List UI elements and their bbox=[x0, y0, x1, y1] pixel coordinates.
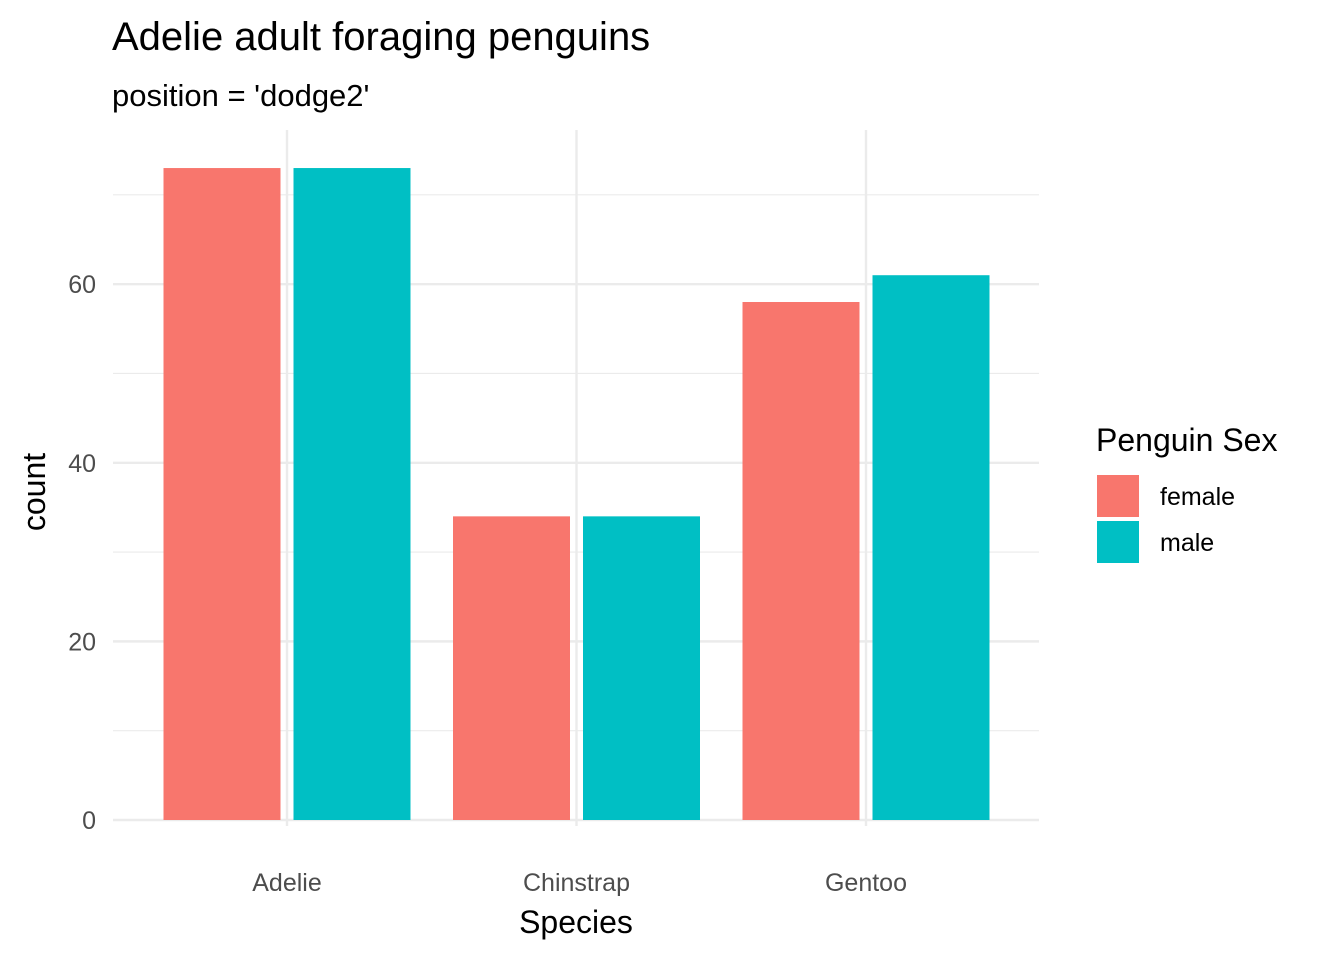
legend-label-female: female bbox=[1160, 483, 1235, 511]
bar-female-chinstrap bbox=[453, 516, 570, 820]
legend: Penguin Sex female male bbox=[1096, 422, 1277, 563]
y-tick-label: 20 bbox=[68, 628, 96, 656]
x-tick-label: Gentoo bbox=[825, 869, 907, 897]
legend-title: Penguin Sex bbox=[1096, 422, 1277, 458]
bar-male-adelie bbox=[293, 168, 411, 821]
bar-female-gentoo bbox=[742, 302, 860, 820]
bar-female-adelie bbox=[163, 168, 281, 821]
y-tick-labels: 0 20 40 60 bbox=[68, 271, 96, 835]
x-tick-labels: Adelie Chinstrap Gentoo bbox=[252, 869, 907, 897]
chart-subtitle: position = 'dodge2' bbox=[112, 78, 369, 113]
legend-swatch-male bbox=[1097, 521, 1139, 563]
y-tick-label: 60 bbox=[68, 271, 96, 299]
legend-swatch-female bbox=[1097, 475, 1139, 517]
bar-male-chinstrap bbox=[583, 516, 700, 820]
x-tick-label: Adelie bbox=[252, 869, 322, 897]
x-tick-label: Chinstrap bbox=[523, 869, 630, 897]
y-axis-title: count bbox=[16, 453, 52, 531]
bars-layer bbox=[163, 168, 990, 821]
bar-male-gentoo bbox=[872, 275, 990, 821]
y-tick-label: 40 bbox=[68, 450, 96, 478]
legend-items: female male bbox=[1097, 475, 1235, 563]
x-axis-title: Species bbox=[519, 904, 633, 940]
legend-label-male: male bbox=[1160, 529, 1214, 557]
y-tick-label: 0 bbox=[82, 807, 96, 835]
chart-title: Adelie adult foraging penguins bbox=[112, 15, 650, 59]
